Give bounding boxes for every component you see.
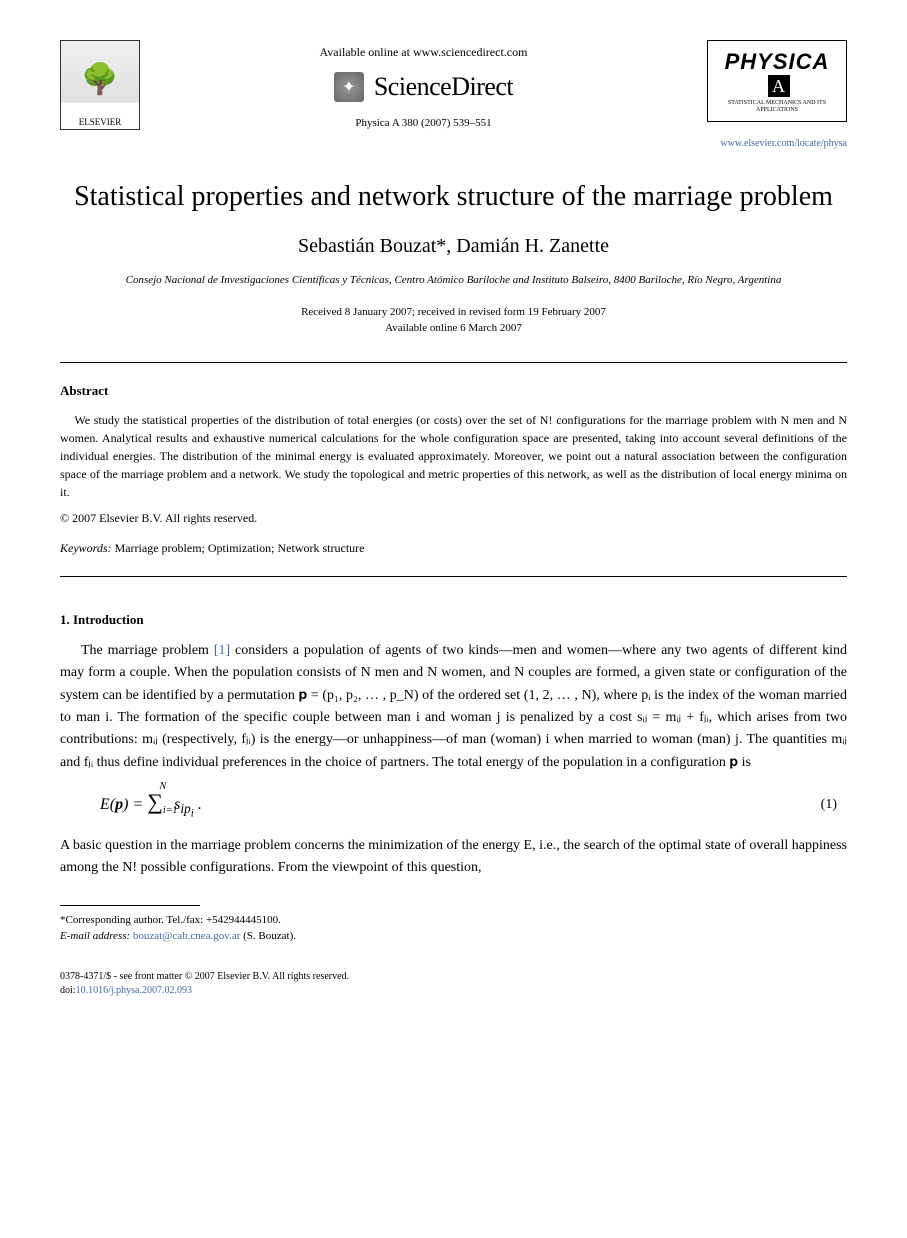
keywords-row: Keywords: Marriage problem; Optimization… bbox=[60, 541, 847, 556]
elsevier-label: ELSEVIER bbox=[79, 117, 122, 127]
doi-row: doi:10.1016/j.physa.2007.02.093 bbox=[60, 984, 847, 998]
equation-1: E(p) = ∑i=1N sipi . bbox=[60, 789, 821, 820]
keywords-label: Keywords: bbox=[60, 541, 112, 555]
page-footer: 0378-4371/$ - see front matter © 2007 El… bbox=[60, 970, 847, 998]
elsevier-logo[interactable]: 🌳 ELSEVIER bbox=[60, 40, 140, 130]
sciencedirect-text: ScienceDirect bbox=[374, 72, 513, 102]
publication-dates: Received 8 January 2007; received in rev… bbox=[60, 304, 847, 337]
divider-bottom bbox=[60, 576, 847, 577]
article-title: Statistical properties and network struc… bbox=[60, 179, 847, 215]
physica-label: PHYSICA bbox=[725, 49, 830, 74]
footnote-separator bbox=[60, 905, 200, 906]
reference-link-1[interactable]: [1] bbox=[214, 643, 230, 658]
physica-logo[interactable]: PHYSICAA STATISTICAL MECHANICS AND ITS A… bbox=[707, 40, 847, 122]
copyright-text: © 2007 Elsevier B.V. All rights reserved… bbox=[60, 511, 847, 526]
para1-part-b: considers a population of agents of two … bbox=[60, 643, 847, 770]
para1-part-a: The marriage problem bbox=[81, 643, 214, 658]
intro-paragraph-1: The marriage problem [1] considers a pop… bbox=[60, 640, 847, 774]
footnote-corresponding: *Corresponding author. Tel./fax: +542944… bbox=[60, 912, 847, 929]
footnote-email-row: E-mail address: bouzat@cab.cnea.gov.ar (… bbox=[60, 928, 847, 945]
abstract-text: We study the statistical properties of t… bbox=[60, 411, 847, 501]
sciencedirect-row: ✦ ScienceDirect bbox=[140, 72, 707, 102]
equation-1-number: (1) bbox=[821, 797, 847, 813]
section-1-heading: 1. Introduction bbox=[60, 612, 847, 628]
physica-letter: A bbox=[768, 75, 790, 97]
received-date: Received 8 January 2007; received in rev… bbox=[60, 304, 847, 321]
affiliation-text: Consejo Nacional de Investigaciones Cien… bbox=[60, 273, 847, 288]
equation-1-row: E(p) = ∑i=1N sipi . (1) bbox=[60, 789, 847, 820]
elsevier-tree-icon: 🌳 bbox=[81, 41, 118, 117]
available-online-text: Available online at www.sciencedirect.co… bbox=[140, 45, 707, 60]
sciencedirect-icon: ✦ bbox=[334, 72, 364, 102]
citation-text: Physica A 380 (2007) 539–551 bbox=[140, 117, 707, 129]
available-date: Available online 6 March 2007 bbox=[60, 320, 847, 337]
divider-top bbox=[60, 362, 847, 363]
physica-block: PHYSICAA STATISTICAL MECHANICS AND ITS A… bbox=[707, 40, 847, 122]
doi-link[interactable]: 10.1016/j.physa.2007.02.093 bbox=[76, 985, 192, 996]
author-names: Sebastián Bouzat*, Damián H. Zanette bbox=[60, 235, 847, 258]
email-link[interactable]: bouzat@cab.cnea.gov.ar bbox=[133, 930, 240, 942]
issn-text: 0378-4371/$ - see front matter © 2007 El… bbox=[60, 970, 847, 984]
header-row: 🌳 ELSEVIER Available online at www.scien… bbox=[60, 40, 847, 130]
email-name: (S. Bouzat). bbox=[240, 930, 296, 942]
doi-label: doi: bbox=[60, 985, 76, 996]
physica-subtitle: STATISTICAL MECHANICS AND ITS APPLICATIO… bbox=[720, 100, 834, 113]
intro-paragraph-2: A basic question in the marriage problem… bbox=[60, 835, 847, 880]
keywords-text: Marriage problem; Optimization; Network … bbox=[112, 541, 365, 555]
email-label: E-mail address: bbox=[60, 930, 130, 942]
abstract-heading: Abstract bbox=[60, 383, 847, 399]
journal-url-link[interactable]: www.elsevier.com/locate/physa bbox=[60, 138, 847, 149]
center-header: Available online at www.sciencedirect.co… bbox=[140, 40, 707, 129]
